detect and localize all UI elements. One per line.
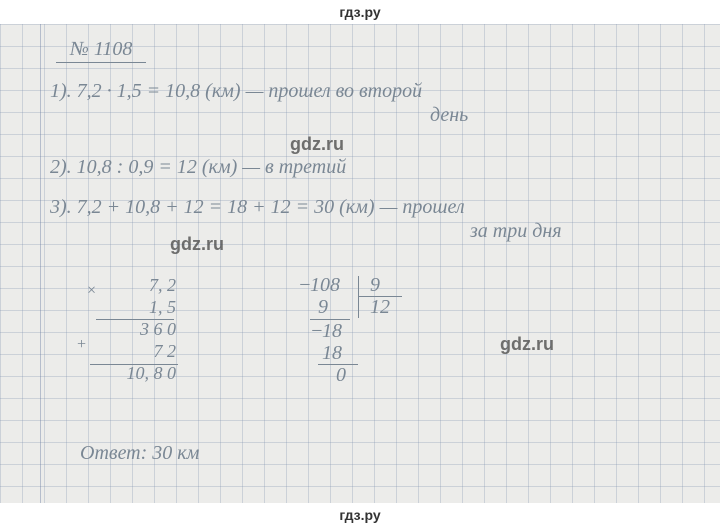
margin-line bbox=[40, 24, 41, 503]
div-dividend: 108 bbox=[310, 274, 340, 297]
line-1a: 1). 7,2 · 1,5 = 10,8 (км) — прошел во вт… bbox=[50, 80, 422, 103]
div-rem-1: 18 bbox=[322, 320, 342, 343]
div-hline bbox=[358, 296, 402, 297]
div-divisor: 9 bbox=[370, 274, 380, 297]
site-header: гдз.ру bbox=[0, 0, 720, 24]
graph-paper: № 1108 1). 7,2 · 1,5 = 10,8 (км) — проше… bbox=[0, 24, 720, 503]
plus-sign: + bbox=[76, 336, 87, 354]
watermark-3: gdz.ru bbox=[500, 334, 554, 355]
answer: Ответ: 30 км bbox=[80, 442, 199, 465]
problem-number-underline bbox=[56, 62, 146, 63]
watermark-2: gdz.ru bbox=[170, 234, 224, 255]
multiplication-work: 7, 2 1, 5 3 6 0 7 2 10, 8 0 bbox=[96, 274, 176, 384]
watermark-1: gdz.ru bbox=[290, 134, 344, 155]
line-3a: 3). 7,2 + 10,8 + 12 = 18 + 12 = 30 (км) … bbox=[50, 196, 465, 219]
div-sub-2: 18 bbox=[322, 342, 342, 365]
line-1b: день bbox=[430, 104, 468, 127]
site-footer: гдз.ру bbox=[0, 503, 720, 527]
mult-rule-2 bbox=[90, 364, 178, 365]
div-sub-1: 9 bbox=[318, 296, 328, 319]
div-vline bbox=[358, 276, 359, 318]
mult-sign: × bbox=[86, 282, 97, 300]
mult-rule-1 bbox=[96, 319, 174, 320]
line-3b: за три дня bbox=[470, 220, 562, 243]
div-rem-2: 0 bbox=[336, 364, 346, 387]
problem-number: № 1108 bbox=[70, 38, 132, 61]
line-2: 2). 10,8 : 0,9 = 12 (км) — в третий bbox=[50, 156, 346, 179]
div-quotient: 12 bbox=[370, 296, 390, 319]
